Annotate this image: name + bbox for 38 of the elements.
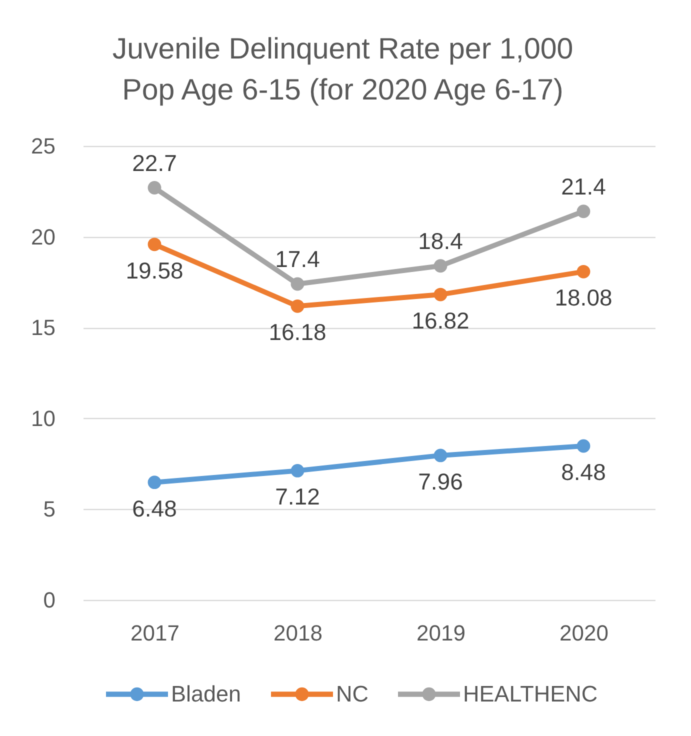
x-tick-label: 2019: [416, 620, 466, 646]
x-tick-label: 2018: [274, 620, 322, 646]
data-label: 19.58: [126, 257, 184, 284]
y-tick-label: 25: [31, 134, 56, 158]
point: [290, 464, 304, 478]
point: [434, 288, 448, 302]
legend-label: HEALTHENC: [463, 681, 598, 706]
point: [148, 238, 162, 252]
x-tick-label: 2020: [560, 620, 608, 646]
point: [576, 264, 590, 278]
x-tick-label: 2017: [130, 620, 180, 646]
data-label: 16.18: [268, 319, 326, 346]
y-tick-label: 5: [43, 496, 56, 522]
data-label: 22.7: [132, 150, 177, 176]
chart-title: Juvenile Delinquent Rate per 1,000 Pop Age 6-15 (for 2020 Age 6-17): [112, 32, 574, 106]
point: [290, 299, 304, 313]
legend-label: Bladen: [171, 681, 242, 706]
point: [434, 448, 448, 462]
data-label: 6.48: [132, 495, 177, 522]
data-label: 17.4: [275, 246, 320, 272]
data-label: 16.82: [412, 308, 470, 334]
point: [290, 277, 304, 291]
point: [576, 439, 590, 453]
y-tick-label: 0: [43, 588, 56, 612]
point: [148, 181, 162, 194]
data-label: 18.4: [418, 228, 464, 254]
data-label: 7.96: [418, 468, 463, 494]
data-label: 8.48: [561, 459, 606, 486]
point: [148, 476, 162, 490]
data-label: 21.4: [561, 173, 606, 200]
y-tick-label: 10: [31, 406, 56, 431]
legend-label: NC: [336, 681, 368, 706]
point: [576, 204, 590, 218]
y-tick-label: 20: [31, 224, 56, 250]
y-tick-label: 15: [31, 315, 56, 340]
point: [434, 259, 448, 273]
data-label: 18.08: [554, 284, 612, 311]
data-label: 7.12: [275, 484, 320, 510]
